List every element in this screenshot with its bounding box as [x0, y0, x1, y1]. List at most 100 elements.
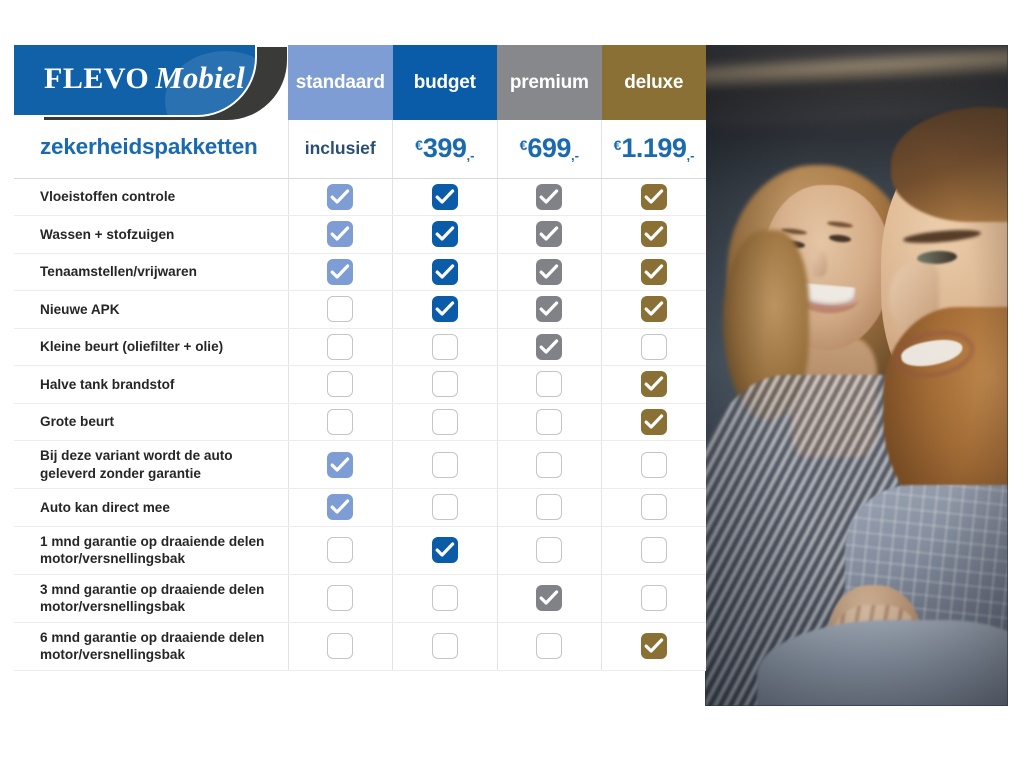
package-header-premium[interactable]: premium: [497, 45, 602, 120]
feature-cell-standaard[interactable]: [287, 574, 393, 623]
checkbox-budget-checked[interactable]: [431, 221, 458, 248]
package-header-standaard[interactable]: standaard: [288, 45, 393, 120]
feature-cell-budget[interactable]: [392, 328, 497, 366]
feature-cell-standaard[interactable]: [287, 365, 393, 404]
checkbox-premium-unchecked[interactable]: [536, 408, 563, 435]
feature-cell-budget[interactable]: [392, 440, 497, 489]
checkbox-budget-checked[interactable]: [431, 296, 458, 323]
checkbox-standaard-unchecked[interactable]: [327, 408, 354, 435]
checkbox-premium-checked[interactable]: [536, 258, 563, 285]
feature-cell-standaard[interactable]: [287, 178, 393, 216]
feature-cell-deluxe[interactable]: [601, 526, 706, 575]
checkbox-standaard-unchecked[interactable]: [327, 633, 354, 659]
feature-cell-premium[interactable]: [496, 290, 602, 329]
feature-cell-budget[interactable]: [392, 290, 497, 329]
checkbox-premium-checked[interactable]: [536, 585, 563, 611]
checkbox-premium-checked[interactable]: [536, 221, 563, 248]
feature-cell-deluxe[interactable]: [601, 253, 706, 291]
feature-cell-premium[interactable]: [496, 622, 602, 671]
feature-cell-premium[interactable]: [496, 403, 602, 441]
checkbox-standaard-unchecked[interactable]: [327, 585, 354, 611]
checkbox-deluxe-checked[interactable]: [641, 221, 667, 248]
feature-cell-premium[interactable]: [496, 253, 602, 291]
checkbox-deluxe-checked[interactable]: [641, 296, 667, 323]
checkbox-budget-unchecked[interactable]: [431, 585, 458, 611]
package-header-deluxe[interactable]: deluxe: [601, 45, 706, 120]
feature-cell-premium[interactable]: [496, 178, 602, 216]
feature-cell-deluxe[interactable]: [601, 215, 706, 254]
feature-cell-budget[interactable]: [392, 622, 497, 671]
checkbox-standaard-checked[interactable]: [327, 494, 354, 521]
feature-cell-deluxe[interactable]: [601, 622, 706, 671]
checkbox-deluxe-unchecked[interactable]: [641, 585, 667, 611]
feature-cell-premium[interactable]: [496, 526, 602, 575]
checkbox-standaard-unchecked[interactable]: [327, 296, 354, 323]
feature-cell-budget[interactable]: [392, 488, 497, 527]
feature-cell-budget[interactable]: [392, 365, 497, 404]
checkbox-deluxe-unchecked[interactable]: [641, 451, 667, 478]
feature-cell-standaard[interactable]: [287, 488, 393, 527]
feature-cell-budget[interactable]: [392, 403, 497, 441]
feature-cell-premium[interactable]: [496, 328, 602, 366]
checkbox-deluxe-checked[interactable]: [641, 633, 667, 659]
checkbox-deluxe-checked[interactable]: [641, 408, 667, 435]
feature-cell-budget[interactable]: [392, 574, 497, 623]
checkbox-deluxe-unchecked[interactable]: [641, 333, 667, 360]
checkbox-standaard-unchecked[interactable]: [327, 371, 354, 398]
feature-cell-premium[interactable]: [496, 365, 602, 404]
feature-cell-premium[interactable]: [496, 215, 602, 254]
feature-cell-budget[interactable]: [392, 215, 497, 254]
checkbox-deluxe-unchecked[interactable]: [641, 494, 667, 521]
checkbox-budget-unchecked[interactable]: [431, 371, 458, 398]
checkbox-budget-unchecked[interactable]: [431, 633, 458, 659]
feature-cell-budget[interactable]: [392, 178, 497, 216]
feature-cell-deluxe[interactable]: [601, 178, 706, 216]
checkbox-budget-unchecked[interactable]: [431, 494, 458, 521]
feature-cell-premium[interactable]: [496, 574, 602, 623]
checkbox-premium-checked[interactable]: [536, 183, 563, 210]
checkbox-budget-unchecked[interactable]: [431, 408, 458, 435]
feature-cell-budget[interactable]: [392, 526, 497, 575]
checkbox-standaard-checked[interactable]: [327, 258, 354, 285]
feature-cell-deluxe[interactable]: [601, 488, 706, 527]
package-header-budget[interactable]: budget: [392, 45, 497, 120]
feature-cell-standaard[interactable]: [287, 328, 393, 366]
feature-cell-standaard[interactable]: [287, 403, 393, 441]
checkbox-budget-unchecked[interactable]: [431, 333, 458, 360]
feature-cell-standaard[interactable]: [287, 215, 393, 254]
checkbox-premium-checked[interactable]: [536, 296, 563, 323]
feature-cell-deluxe[interactable]: [601, 365, 706, 404]
checkbox-deluxe-checked[interactable]: [641, 258, 667, 285]
checkbox-deluxe-unchecked[interactable]: [641, 537, 667, 563]
feature-cell-standaard[interactable]: [287, 253, 393, 291]
feature-cell-standaard[interactable]: [287, 526, 393, 575]
checkbox-deluxe-checked[interactable]: [641, 371, 667, 398]
checkbox-deluxe-checked[interactable]: [641, 183, 667, 210]
feature-cell-deluxe[interactable]: [601, 290, 706, 329]
checkbox-premium-unchecked[interactable]: [536, 371, 563, 398]
feature-cell-budget[interactable]: [392, 253, 497, 291]
checkbox-premium-unchecked[interactable]: [536, 633, 563, 659]
feature-cell-standaard[interactable]: [287, 290, 393, 329]
checkbox-standaard-unchecked[interactable]: [327, 537, 354, 563]
feature-cell-deluxe[interactable]: [601, 403, 706, 441]
checkbox-budget-checked[interactable]: [431, 537, 458, 563]
feature-cell-premium[interactable]: [496, 488, 602, 527]
feature-cell-standaard[interactable]: [287, 622, 393, 671]
checkbox-standaard-unchecked[interactable]: [327, 333, 354, 360]
checkbox-premium-unchecked[interactable]: [536, 494, 563, 521]
checkbox-standaard-checked[interactable]: [327, 183, 354, 210]
checkbox-standaard-checked[interactable]: [327, 451, 354, 478]
checkbox-budget-checked[interactable]: [431, 258, 458, 285]
checkbox-budget-unchecked[interactable]: [431, 451, 458, 478]
feature-cell-deluxe[interactable]: [601, 440, 706, 489]
checkbox-premium-unchecked[interactable]: [536, 537, 563, 563]
checkbox-standaard-checked[interactable]: [327, 221, 354, 248]
feature-cell-deluxe[interactable]: [601, 328, 706, 366]
checkbox-premium-checked[interactable]: [536, 333, 563, 360]
checkbox-budget-checked[interactable]: [431, 183, 458, 210]
checkbox-premium-unchecked[interactable]: [536, 451, 563, 478]
feature-cell-standaard[interactable]: [287, 440, 393, 489]
feature-cell-deluxe[interactable]: [601, 574, 706, 623]
feature-cell-premium[interactable]: [496, 440, 602, 489]
